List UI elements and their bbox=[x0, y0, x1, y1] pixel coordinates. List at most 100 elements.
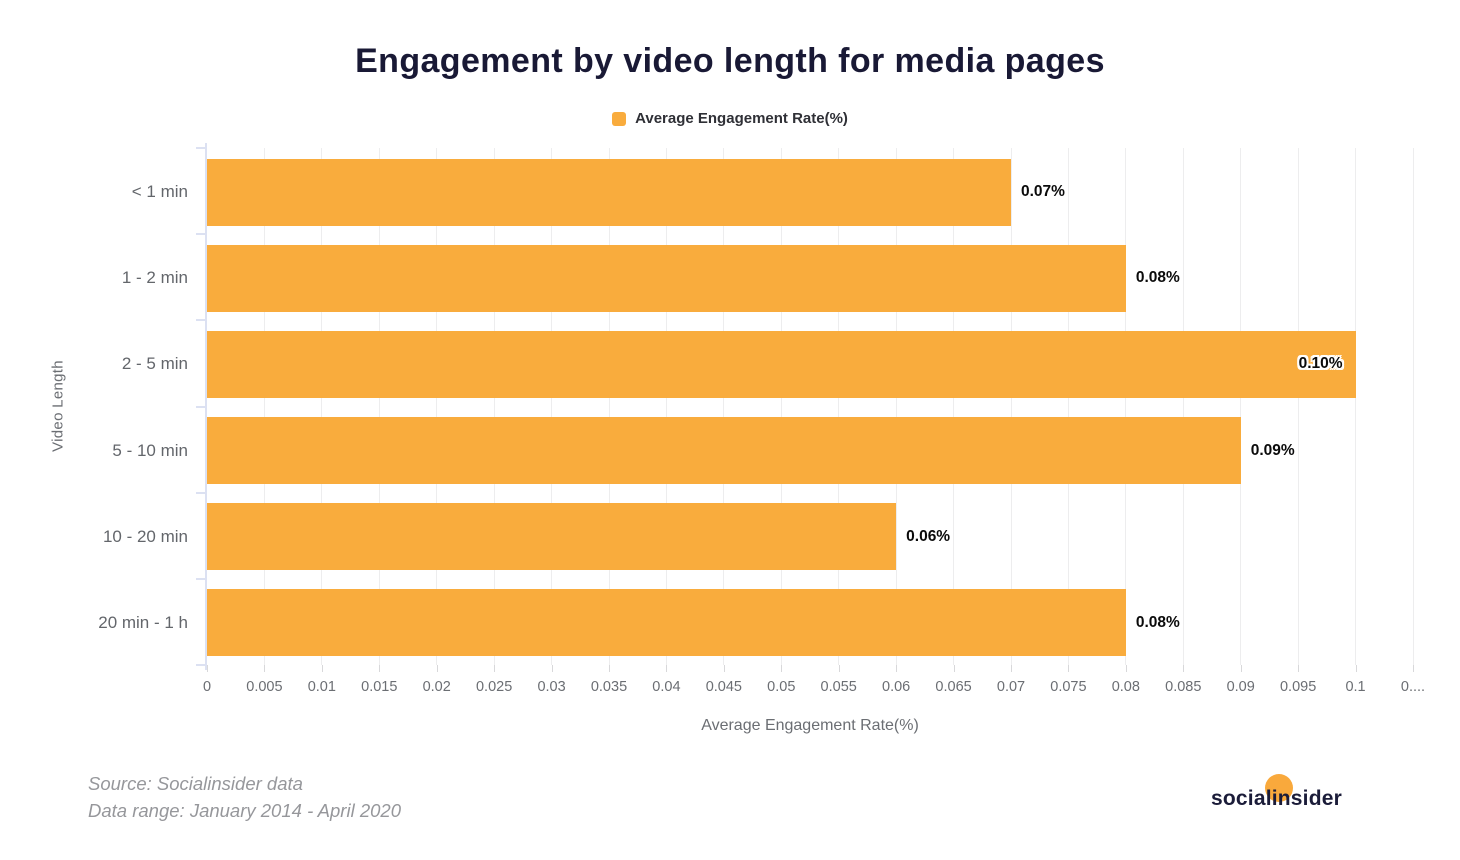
x-tick-label: 0.04 bbox=[652, 679, 681, 695]
x-axis-tick bbox=[1011, 665, 1012, 672]
x-axis-tick bbox=[321, 665, 323, 672]
x-tick-label: 0 bbox=[202, 679, 212, 695]
x-axis-tick bbox=[1355, 665, 1357, 672]
logo-dot-icon bbox=[1265, 774, 1293, 802]
legend: Average Engagement Rate(%) bbox=[0, 110, 1460, 127]
gridline bbox=[551, 148, 553, 665]
gridline bbox=[1125, 148, 1127, 665]
logo-text: socialinsider bbox=[1211, 787, 1342, 810]
legend-label[interactable]: Average Engagement Rate(%) bbox=[635, 110, 848, 127]
category-label: 5 - 10 min bbox=[112, 440, 188, 460]
x-tick-label: 0.005 bbox=[246, 679, 283, 695]
value-label: 0.10% bbox=[1298, 355, 1343, 373]
x-tick-label: 0.045 bbox=[705, 679, 742, 695]
bar-1 bbox=[207, 158, 1011, 226]
x-tick-label: 0.02 bbox=[422, 679, 451, 695]
y-axis-tick bbox=[196, 233, 207, 236]
x-axis-tick bbox=[609, 665, 610, 672]
x-axis-tick bbox=[953, 665, 955, 672]
x-tick-label: 0.08 bbox=[1111, 679, 1140, 695]
x-tick-label: 0.065 bbox=[935, 679, 972, 695]
x-tick-label: 0.085 bbox=[1165, 679, 1202, 695]
x-axis-tick bbox=[723, 665, 725, 672]
x-axis-tick bbox=[1183, 665, 1185, 672]
gridline bbox=[1182, 148, 1184, 665]
data-range-line: Data range: January 2014 - April 2020 bbox=[88, 800, 401, 821]
x-tick-label: 0.055 bbox=[820, 679, 857, 695]
x-tick-label: 0.07 bbox=[996, 679, 1026, 695]
x-axis-tick bbox=[379, 665, 381, 672]
x-axis-tick bbox=[896, 665, 898, 672]
chart-title: Engagement by video length for media pag… bbox=[355, 42, 1105, 80]
gridline bbox=[1297, 148, 1299, 665]
x-tick-label: 0.075 bbox=[1050, 679, 1087, 695]
category-label: < 1 min bbox=[131, 182, 188, 201]
gridline bbox=[493, 148, 495, 665]
gridline bbox=[838, 148, 840, 665]
gridline bbox=[953, 148, 955, 665]
y-axis-tick bbox=[196, 491, 207, 494]
gridline bbox=[665, 148, 667, 665]
gridline bbox=[1010, 148, 1012, 665]
y-axis-tick bbox=[196, 405, 207, 408]
x-axis-tick bbox=[1413, 665, 1414, 672]
gridline bbox=[780, 148, 782, 665]
gridline bbox=[608, 148, 610, 665]
x-tick-label: 0.09 bbox=[1226, 679, 1255, 695]
gridline bbox=[1240, 148, 1242, 665]
x-axis-tick bbox=[781, 665, 783, 672]
legend-swatch-icon[interactable] bbox=[612, 111, 627, 126]
x-axis-tick bbox=[838, 665, 840, 672]
bar-6 bbox=[207, 589, 1126, 657]
source-line: Source: Socialinsider data bbox=[88, 773, 303, 794]
y-axis-tick bbox=[196, 577, 207, 580]
category-label: 2 - 5 min bbox=[121, 354, 188, 374]
x-axis-tick bbox=[207, 665, 208, 672]
value-label: 0.06% bbox=[906, 527, 951, 545]
x-tick-label: 0.01 bbox=[307, 679, 336, 695]
x-tick-label: 0.015 bbox=[361, 679, 398, 695]
bar-4 bbox=[207, 417, 1241, 484]
bar-2 bbox=[207, 244, 1126, 312]
x-axis-tick bbox=[1240, 665, 1242, 672]
value-label: 0.07% bbox=[1021, 183, 1065, 200]
source-note: Source: Socialinsider data Data range: J… bbox=[88, 770, 401, 824]
bar-5 bbox=[207, 503, 897, 571]
y-axis-tick bbox=[196, 319, 207, 322]
y-axis-tick bbox=[196, 147, 207, 149]
y-axis-title: Video Length bbox=[49, 360, 67, 452]
gridline bbox=[1355, 148, 1357, 665]
x-tick-label: 0.03 bbox=[537, 679, 566, 695]
y-axis-tick bbox=[196, 664, 207, 666]
category-label: 20 min - 1 h bbox=[98, 612, 188, 632]
gridline bbox=[378, 148, 380, 665]
x-axis-title: Average Engagement Rate(%) bbox=[701, 717, 919, 734]
category-label: 1 - 2 min bbox=[121, 268, 188, 288]
x-tick-label: 0.025 bbox=[475, 679, 513, 695]
gridline bbox=[723, 148, 725, 665]
value-label: 0.08% bbox=[1135, 269, 1180, 287]
x-tick-label: 0.1 bbox=[1345, 679, 1366, 695]
bar-3 bbox=[207, 330, 1356, 398]
x-axis-tick bbox=[436, 665, 438, 672]
x-tick-label: 0.035 bbox=[590, 679, 628, 695]
x-axis-tick bbox=[666, 665, 668, 672]
x-axis-tick bbox=[264, 665, 266, 672]
x-axis-tick bbox=[494, 665, 496, 672]
x-tick-label: 0.... bbox=[1400, 679, 1426, 695]
x-axis-tick bbox=[1298, 665, 1300, 672]
x-axis-tick bbox=[1068, 665, 1070, 672]
gridline bbox=[1412, 148, 1414, 665]
gridline bbox=[263, 148, 265, 665]
plot-area: 0 0.005 0.01 0.015 0.02 0.025 0.03 0.035 0.04 0.0… bbox=[98, 143, 1425, 695]
x-tick-label: 0.095 bbox=[1279, 679, 1317, 695]
gridline bbox=[1067, 148, 1069, 665]
gridline bbox=[895, 148, 897, 665]
value-label: 0.09% bbox=[1250, 441, 1295, 459]
category-label: 10 - 20 min bbox=[102, 526, 188, 546]
x-axis-tick bbox=[1125, 665, 1127, 672]
x-tick-label: 0.06 bbox=[882, 679, 911, 695]
gridline bbox=[436, 148, 438, 665]
x-tick-label: 0.05 bbox=[767, 679, 796, 695]
